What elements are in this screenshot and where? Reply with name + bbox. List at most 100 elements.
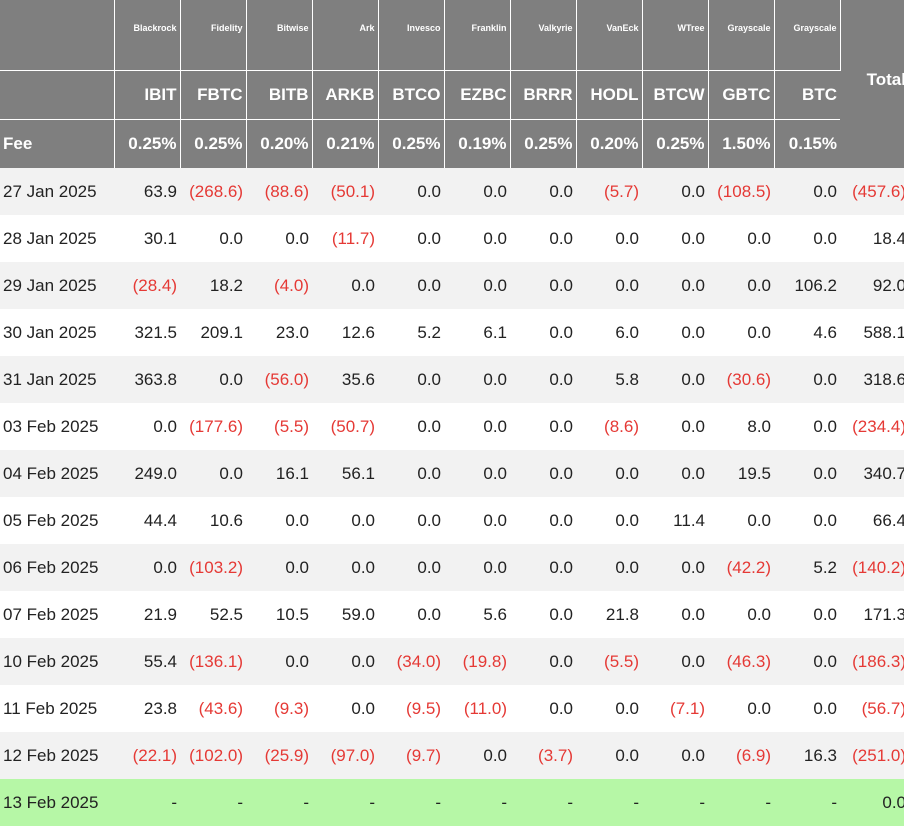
row-date: 30 Jan 2025: [0, 309, 114, 356]
flow-value: 19.5: [708, 450, 774, 497]
flow-value: 0.0: [378, 497, 444, 544]
flow-value: 0.0: [642, 732, 708, 779]
flow-value: 0.0: [312, 497, 378, 544]
flow-value: 63.9: [114, 168, 180, 215]
table-row: 07 Feb 2025 21.9 52.5 10.5 59.0 0.0 5.6 0.0 21.8…: [0, 591, 904, 638]
flow-value: 0.0: [642, 356, 708, 403]
flow-value: 6.1: [444, 309, 510, 356]
flow-value: (50.1): [312, 168, 378, 215]
flow-value: -: [708, 779, 774, 826]
flow-value: 249.0: [114, 450, 180, 497]
table-header: Blackrock Fidelity Bitwise Ark Invesco Frankl…: [0, 0, 904, 168]
flow-value: (6.9): [708, 732, 774, 779]
row-total: 318.6: [840, 356, 904, 403]
row-date: 05 Feb 2025: [0, 497, 114, 544]
flow-value: (177.6): [180, 403, 246, 450]
issuer-header: Bitwise: [246, 0, 313, 71]
issuer-header: Ark: [312, 0, 379, 71]
ticker-header: GBTC: [708, 70, 775, 120]
flow-value: 0.0: [312, 685, 378, 732]
row-total: (234.4): [840, 403, 904, 450]
flow-value: 0.0: [708, 685, 774, 732]
header-blank-cell: [0, 70, 115, 120]
ticker-header: BITB: [246, 70, 313, 120]
flow-value: 0.0: [378, 544, 444, 591]
fee-value: 0.21%: [312, 119, 379, 168]
flow-value: -: [246, 779, 312, 826]
flow-value: 16.3: [774, 732, 840, 779]
flow-value: 321.5: [114, 309, 180, 356]
ticker-header: FBTC: [180, 70, 247, 120]
issuer-header: Blackrock: [114, 0, 181, 71]
flow-value: 0.0: [576, 262, 642, 309]
flow-value: 0.0: [312, 544, 378, 591]
flow-value: -: [576, 779, 642, 826]
table-row: 06 Feb 2025 0.0 (103.2) 0.0 0.0 0.0 0.0 0.0 0.0 0…: [0, 544, 904, 591]
flow-value: 106.2: [774, 262, 840, 309]
table-row: 12 Feb 2025 (22.1) (102.0) (25.9) (97.0) (9.7…: [0, 732, 904, 779]
fee-value: 1.50%: [708, 119, 775, 168]
flow-value: 5.2: [378, 309, 444, 356]
flow-value: 0.0: [444, 497, 510, 544]
flow-value: (50.7): [312, 403, 378, 450]
flow-value: 0.0: [510, 356, 576, 403]
flow-value: (268.6): [180, 168, 246, 215]
flow-value: 0.0: [774, 215, 840, 262]
flow-value: 0.0: [576, 544, 642, 591]
flow-value: 56.1: [312, 450, 378, 497]
flow-value: 0.0: [180, 450, 246, 497]
flow-value: (22.1): [114, 732, 180, 779]
flow-value: 0.0: [444, 356, 510, 403]
flow-value: 0.0: [444, 544, 510, 591]
header-corner-cell: [0, 0, 115, 71]
flow-value: 0.0: [444, 215, 510, 262]
flow-value: -: [180, 779, 246, 826]
row-date: 28 Jan 2025: [0, 215, 114, 262]
flow-value: -: [114, 779, 180, 826]
row-date: 27 Jan 2025: [0, 168, 114, 215]
flow-value: 0.0: [378, 262, 444, 309]
flow-value: 10.5: [246, 591, 312, 638]
issuer-header: WTree: [642, 0, 709, 71]
issuer-header: Valkyrie: [510, 0, 577, 71]
ticker-header: BTCO: [378, 70, 445, 120]
flow-value: 30.1: [114, 215, 180, 262]
flow-value: 0.0: [576, 685, 642, 732]
flow-value: 0.0: [378, 215, 444, 262]
flow-value: 0.0: [114, 403, 180, 450]
table-row: 04 Feb 2025 249.0 0.0 16.1 56.1 0.0 0.0 0.0 0.0 0…: [0, 450, 904, 497]
ticker-header: HODL: [576, 70, 643, 120]
flow-value: 0.0: [774, 685, 840, 732]
flow-value: (4.0): [246, 262, 312, 309]
flow-value: (9.7): [378, 732, 444, 779]
flow-value: 11.4: [642, 497, 708, 544]
ticker-header: IBIT: [114, 70, 181, 120]
flow-value: 0.0: [642, 638, 708, 685]
ticker-header-row: IBIT FBTC BITB ARKB BTCO EZBC BRRR HODL BTCW GBTC…: [0, 70, 904, 120]
row-total: 66.4: [840, 497, 904, 544]
flow-value: (43.6): [180, 685, 246, 732]
table-row: 29 Jan 2025 (28.4) 18.2 (4.0) 0.0 0.0 0.0 0.0 0.…: [0, 262, 904, 309]
row-total: 171.3: [840, 591, 904, 638]
flow-value: 0.0: [774, 638, 840, 685]
flow-value: 0.0: [642, 309, 708, 356]
flow-value: 0.0: [576, 215, 642, 262]
fee-value: 0.20%: [246, 119, 313, 168]
flow-value: (136.1): [180, 638, 246, 685]
row-date: 11 Feb 2025: [0, 685, 114, 732]
flow-value: (30.6): [708, 356, 774, 403]
flow-value: 363.8: [114, 356, 180, 403]
row-total: 92.0: [840, 262, 904, 309]
flow-value: 0.0: [642, 450, 708, 497]
flow-value: 209.1: [180, 309, 246, 356]
flow-value: (19.8): [444, 638, 510, 685]
flow-value: 4.6: [774, 309, 840, 356]
flow-value: 59.0: [312, 591, 378, 638]
flow-value: 0.0: [444, 168, 510, 215]
flow-value: 0.0: [774, 591, 840, 638]
flow-value: -: [510, 779, 576, 826]
flow-value: (5.5): [576, 638, 642, 685]
flow-value: 12.6: [312, 309, 378, 356]
flow-value: (103.2): [180, 544, 246, 591]
